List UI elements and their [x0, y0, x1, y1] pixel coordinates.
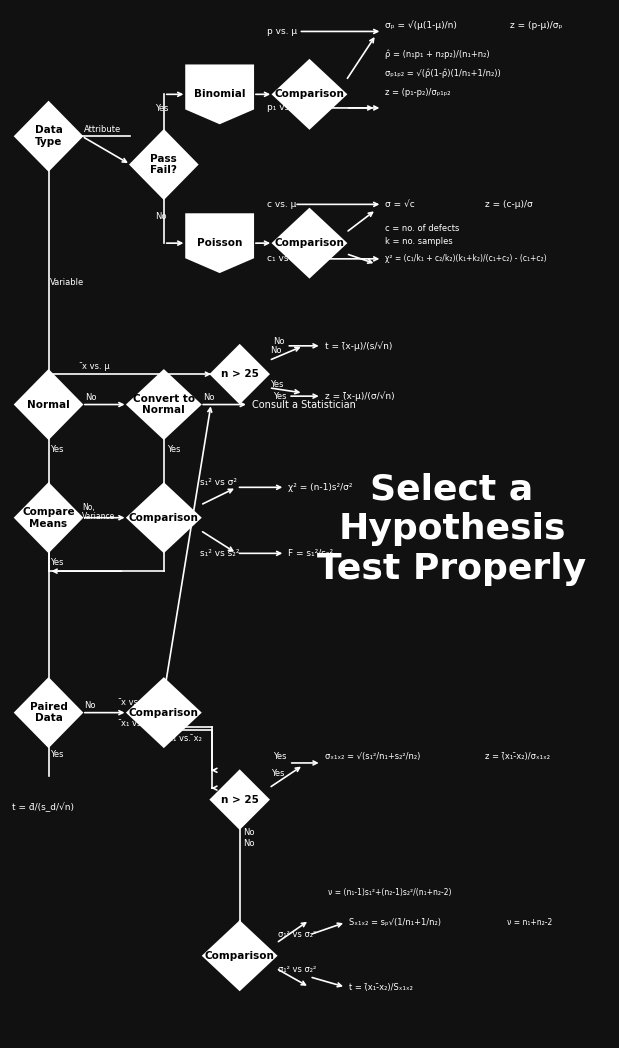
Text: Comparison: Comparison: [274, 89, 344, 100]
Text: Attribute: Attribute: [84, 126, 121, 134]
Text: Poisson: Poisson: [197, 238, 242, 248]
Text: Sₓ₁ₓ₂ = sₚ√(1/n₁+1/n₂): Sₓ₁ₓ₂ = sₚ√(1/n₁+1/n₂): [349, 918, 441, 926]
Text: Yes: Yes: [167, 445, 180, 454]
Text: No: No: [243, 828, 254, 836]
Text: n > 25: n > 25: [221, 794, 259, 805]
Text: t = (̄x-μ)/(s/√n): t = (̄x-μ)/(s/√n): [324, 341, 392, 351]
Polygon shape: [131, 131, 197, 199]
Text: χ² = (c₁/k₁ + c₂/k₂)(k₁+k₂)/(c₁+c₂) - (c₁+c₂): χ² = (c₁/k₁ + c₂/k₂)(k₁+k₂)/(c₁+c₂) - (c…: [385, 255, 547, 263]
Text: t = (̄x₁-̄x₂)/Sₓ₁ₓ₂: t = (̄x₁-̄x₂)/Sₓ₁ₓ₂: [349, 983, 413, 991]
Text: Yes: Yes: [50, 559, 64, 567]
Text: z = (p-μ)/σₚ: z = (p-μ)/σₚ: [509, 21, 562, 29]
Text: n > 25: n > 25: [221, 369, 259, 379]
Text: Binomial: Binomial: [194, 89, 245, 100]
Text: c = no. of defects: c = no. of defects: [385, 224, 460, 233]
Text: No,: No,: [82, 503, 95, 511]
Text: No: No: [155, 213, 167, 221]
Text: ̄x vs. μ: ̄x vs. μ: [82, 363, 110, 371]
Polygon shape: [15, 679, 82, 747]
Text: Yes: Yes: [50, 445, 64, 454]
Text: Yes: Yes: [273, 752, 287, 761]
Text: z = (p₁-p₂)/σₚ₁ₚ₂: z = (p₁-p₂)/σₚ₁ₚ₂: [385, 88, 451, 96]
Text: c vs. μ: c vs. μ: [267, 200, 297, 209]
Text: Normal: Normal: [27, 399, 70, 410]
Text: χ² = (n-1)s²/σ²: χ² = (n-1)s²/σ²: [288, 483, 353, 492]
Text: ̄x₁ vs. ̄x₂: ̄x₁ vs. ̄x₂: [168, 735, 202, 743]
Polygon shape: [211, 771, 269, 828]
Polygon shape: [15, 103, 82, 170]
Text: z = (̄x-μ)/(σ/√n): z = (̄x-μ)/(σ/√n): [324, 391, 394, 401]
Polygon shape: [15, 371, 82, 438]
Polygon shape: [128, 679, 200, 747]
Text: Comparison: Comparison: [205, 951, 275, 961]
Text: Yes: Yes: [273, 392, 287, 400]
Text: Paired
Data: Paired Data: [30, 702, 67, 723]
Text: No: No: [270, 346, 282, 354]
Text: ̄x vs. μ: ̄x vs. μ: [121, 698, 149, 706]
Text: p₁ vs p₂: p₁ vs p₂: [267, 104, 301, 112]
Text: Comparison: Comparison: [129, 512, 199, 523]
Polygon shape: [186, 215, 253, 271]
Text: F = s₁²/s₂²: F = s₁²/s₂²: [288, 549, 334, 558]
Text: z = (c-μ)/σ: z = (c-μ)/σ: [485, 200, 533, 209]
Text: Comparison: Comparison: [274, 238, 344, 248]
Text: s₁² vs σ²: s₁² vs σ²: [200, 478, 237, 486]
Text: No: No: [84, 701, 95, 709]
Text: Consult a Statistician: Consult a Statistician: [252, 399, 356, 410]
Text: ̄x₁ vs. ̄x₂: ̄x₁ vs. ̄x₂: [121, 719, 155, 727]
Text: ρ̂ = (n₁p₁ + n₂p₂)/(n₁+n₂): ρ̂ = (n₁p₁ + n₂p₂)/(n₁+n₂): [385, 49, 490, 60]
Text: s₁² vs s₂²: s₁² vs s₂²: [200, 549, 240, 558]
Text: Pass
Fail?: Pass Fail?: [150, 154, 177, 175]
Text: σ₁² vs σ₂²: σ₁² vs σ₂²: [278, 931, 316, 939]
Text: Yes: Yes: [50, 750, 64, 759]
Text: Compare
Means: Compare Means: [22, 507, 75, 528]
Polygon shape: [128, 371, 200, 438]
Text: k = no. samples: k = no. samples: [385, 237, 453, 245]
Text: c₁ vs c₂: c₁ vs c₂: [267, 255, 300, 263]
Polygon shape: [203, 922, 276, 989]
Polygon shape: [15, 484, 82, 551]
Polygon shape: [128, 484, 200, 551]
Polygon shape: [273, 60, 346, 129]
Text: σₚ = √(μ(1-μ)/n): σₚ = √(μ(1-μ)/n): [385, 20, 457, 30]
Text: No: No: [273, 337, 285, 346]
Text: σ = √c: σ = √c: [385, 200, 415, 209]
Text: z = (̄x₁-̄x₂)/σₓ₁ₓ₂: z = (̄x₁-̄x₂)/σₓ₁ₓ₂: [485, 752, 550, 761]
Text: Comparison: Comparison: [129, 707, 199, 718]
Text: Yes: Yes: [270, 380, 284, 389]
Text: Yes: Yes: [155, 105, 168, 113]
Polygon shape: [211, 346, 269, 402]
Text: No: No: [243, 839, 254, 848]
Text: No: No: [85, 393, 97, 401]
Text: No: No: [202, 393, 214, 401]
Text: Yes: Yes: [271, 769, 284, 778]
Text: Select a
Hypothesis
Test Properly: Select a Hypothesis Test Properly: [318, 473, 587, 586]
Text: t = d̄/(s_d/√n): t = d̄/(s_d/√n): [12, 802, 74, 812]
Text: ν = (n₁-1)s₁²+(n₂-1)s₂²/(n₁+n₂-2): ν = (n₁-1)s₁²+(n₂-1)s₂²/(n₁+n₂-2): [327, 889, 451, 897]
Text: σₚ₁ₚ₂ = √(ρ̂(1-ρ̂)(1/n₁+1/n₂)): σₚ₁ₚ₂ = √(ρ̂(1-ρ̂)(1/n₁+1/n₂)): [385, 68, 501, 79]
Text: σ₁² vs σ₂²: σ₁² vs σ₂²: [278, 965, 316, 974]
Polygon shape: [273, 210, 346, 277]
Text: ν = n₁+n₂-2: ν = n₁+n₂-2: [506, 918, 552, 926]
Text: Variable: Variable: [50, 279, 85, 287]
Text: σₓ₁ₓ₂ = √(s₁²/n₁+s₂²/n₂): σₓ₁ₓ₂ = √(s₁²/n₁+s₂²/n₂): [324, 752, 420, 761]
Text: Data
Type: Data Type: [35, 126, 63, 147]
Polygon shape: [186, 65, 253, 124]
Text: Convert to
Normal: Convert to Normal: [132, 394, 195, 415]
Text: Variance: Variance: [82, 512, 115, 521]
Text: p vs. μ: p vs. μ: [267, 27, 297, 36]
